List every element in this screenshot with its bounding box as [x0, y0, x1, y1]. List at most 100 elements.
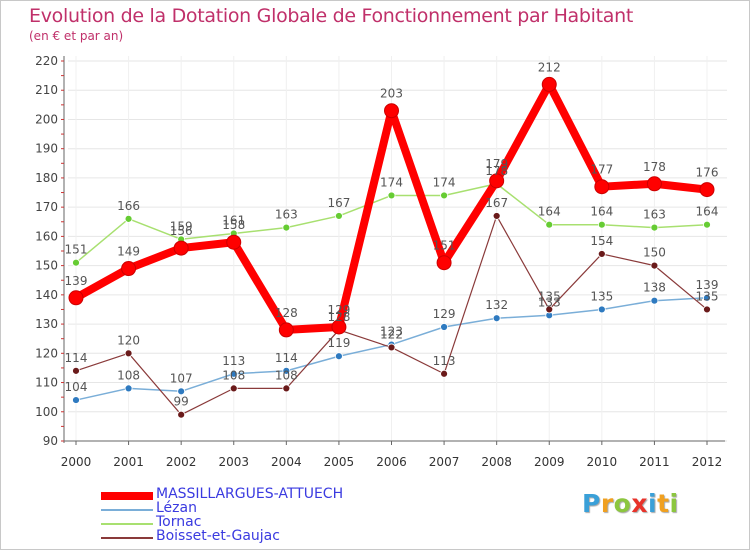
- data-point: [282, 384, 291, 393]
- data-point: [440, 191, 448, 200]
- x-tick-label: 2001: [113, 455, 144, 469]
- x-tick-label: 2004: [271, 455, 302, 469]
- data-point: [650, 223, 659, 232]
- data-point: [545, 220, 554, 229]
- logo-letter: i: [648, 489, 658, 518]
- data-point: [278, 322, 294, 338]
- data-label: 119: [327, 336, 350, 350]
- data-label: 174: [433, 175, 456, 189]
- legend-label: Tornac: [156, 514, 202, 530]
- data-label: 161: [222, 213, 245, 227]
- data-label: 128: [275, 306, 298, 320]
- chart-title: Evolution de la Dotation Globale de Fonc…: [29, 5, 634, 27]
- chart-subtitle: (en € et par an): [29, 29, 124, 43]
- x-tick-label: 2003: [218, 455, 249, 469]
- data-point: [650, 296, 659, 305]
- data-point: [121, 261, 137, 277]
- data-label: 139: [65, 274, 88, 288]
- legend-label: Lézan: [156, 500, 197, 516]
- data-label: 135: [590, 289, 613, 303]
- data-label: 150: [643, 246, 666, 260]
- y-tick-label: 150: [35, 259, 58, 273]
- x-tick-label: 2005: [324, 455, 355, 469]
- y-tick-label: 190: [35, 142, 58, 156]
- data-point: [124, 214, 133, 223]
- legend-label: MASSILLARGUES-ATTUECH: [156, 486, 344, 502]
- data-label: 166: [117, 199, 140, 213]
- logo-letter: o: [613, 489, 632, 518]
- data-label: 114: [275, 351, 298, 365]
- data-label: 132: [485, 298, 508, 312]
- legend-swatch: [101, 492, 153, 500]
- data-point: [335, 352, 343, 361]
- data-label: 138: [643, 281, 666, 295]
- data-point: [384, 103, 399, 119]
- y-tick-label: 160: [35, 229, 58, 243]
- y-tick-label: 90: [43, 434, 58, 448]
- data-label: 174: [380, 175, 403, 189]
- y-tick-label: 210: [35, 83, 58, 97]
- data-point: [703, 293, 711, 302]
- data-label: 129: [327, 303, 350, 317]
- data-label: 128: [327, 310, 350, 324]
- data-point: [177, 410, 186, 419]
- x-tick-label: 2006: [376, 455, 407, 469]
- data-point: [650, 261, 659, 270]
- data-point: [335, 212, 343, 220]
- x-tick-label: 2009: [534, 455, 565, 469]
- data-point: [68, 290, 84, 306]
- data-label: 114: [65, 351, 88, 365]
- data-point: [387, 191, 396, 200]
- data-label: 113: [222, 354, 245, 368]
- logo-letter: P: [582, 489, 601, 518]
- data-label: 203: [380, 87, 403, 101]
- data-point: [699, 182, 715, 198]
- legend-label: Boisset-et-Gaujac: [156, 528, 280, 544]
- data-point: [124, 384, 133, 393]
- x-tick-label: 2011: [639, 455, 670, 469]
- data-label: 104: [65, 380, 88, 394]
- x-tick-label: 2000: [61, 455, 92, 469]
- data-point: [492, 212, 501, 220]
- data-label: 135: [696, 289, 719, 303]
- data-point: [703, 220, 711, 229]
- data-point: [229, 384, 238, 393]
- data-point: [489, 173, 505, 189]
- x-tick-label: 2007: [429, 455, 460, 469]
- data-point: [282, 366, 291, 375]
- data-point: [492, 314, 501, 323]
- logo-letter: x: [631, 489, 648, 518]
- data-label: 122: [380, 327, 403, 341]
- data-point: [594, 179, 610, 195]
- data-label: 129: [433, 307, 456, 321]
- data-point: [440, 369, 448, 378]
- x-tick-label: 2010: [587, 455, 618, 469]
- data-label: 149: [117, 245, 140, 259]
- y-tick-label: 110: [35, 376, 58, 390]
- y-tick-label: 140: [35, 288, 58, 302]
- data-point: [124, 349, 133, 358]
- data-label: 212: [538, 60, 561, 74]
- data-label: 113: [433, 354, 456, 368]
- x-tick-label: 2002: [166, 455, 197, 469]
- data-label: 177: [590, 163, 613, 177]
- data-point: [703, 305, 711, 314]
- data-label: 123: [380, 325, 403, 339]
- logo-letter: t: [657, 489, 670, 518]
- data-label: 99: [174, 395, 189, 409]
- data-label: 167: [485, 196, 508, 210]
- logo-letter: r: [600, 489, 614, 518]
- data-point: [597, 250, 606, 258]
- legend-swatch: [101, 509, 153, 511]
- data-label: 108: [275, 368, 298, 382]
- data-label: 176: [696, 166, 719, 180]
- data-label: 164: [590, 205, 613, 219]
- data-point: [597, 305, 606, 314]
- data-label: 108: [117, 368, 140, 382]
- legend-swatch: [101, 523, 153, 525]
- data-point: [282, 223, 291, 232]
- data-label: 164: [696, 205, 719, 219]
- data-label: 158: [222, 218, 245, 232]
